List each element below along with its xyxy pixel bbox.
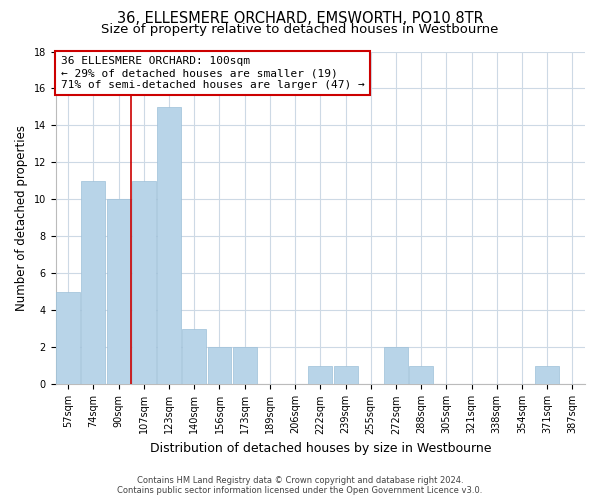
Bar: [132, 181, 156, 384]
Bar: [409, 366, 433, 384]
X-axis label: Distribution of detached houses by size in Westbourne: Distribution of detached houses by size …: [149, 442, 491, 455]
Bar: [182, 329, 206, 384]
Bar: [384, 348, 408, 385]
Text: Size of property relative to detached houses in Westbourne: Size of property relative to detached ho…: [101, 22, 499, 36]
Bar: [82, 181, 106, 384]
Bar: [107, 200, 131, 384]
Bar: [233, 348, 257, 385]
Text: 36, ELLESMERE ORCHARD, EMSWORTH, PO10 8TR: 36, ELLESMERE ORCHARD, EMSWORTH, PO10 8T…: [116, 11, 484, 26]
Bar: [157, 107, 181, 384]
Bar: [56, 292, 80, 384]
Bar: [208, 348, 232, 385]
Y-axis label: Number of detached properties: Number of detached properties: [15, 125, 28, 311]
Bar: [334, 366, 358, 384]
Text: Contains HM Land Registry data © Crown copyright and database right 2024.
Contai: Contains HM Land Registry data © Crown c…: [118, 476, 482, 495]
Bar: [535, 366, 559, 384]
Bar: [308, 366, 332, 384]
Text: 36 ELLESMERE ORCHARD: 100sqm
← 29% of detached houses are smaller (19)
71% of se: 36 ELLESMERE ORCHARD: 100sqm ← 29% of de…: [61, 56, 365, 90]
